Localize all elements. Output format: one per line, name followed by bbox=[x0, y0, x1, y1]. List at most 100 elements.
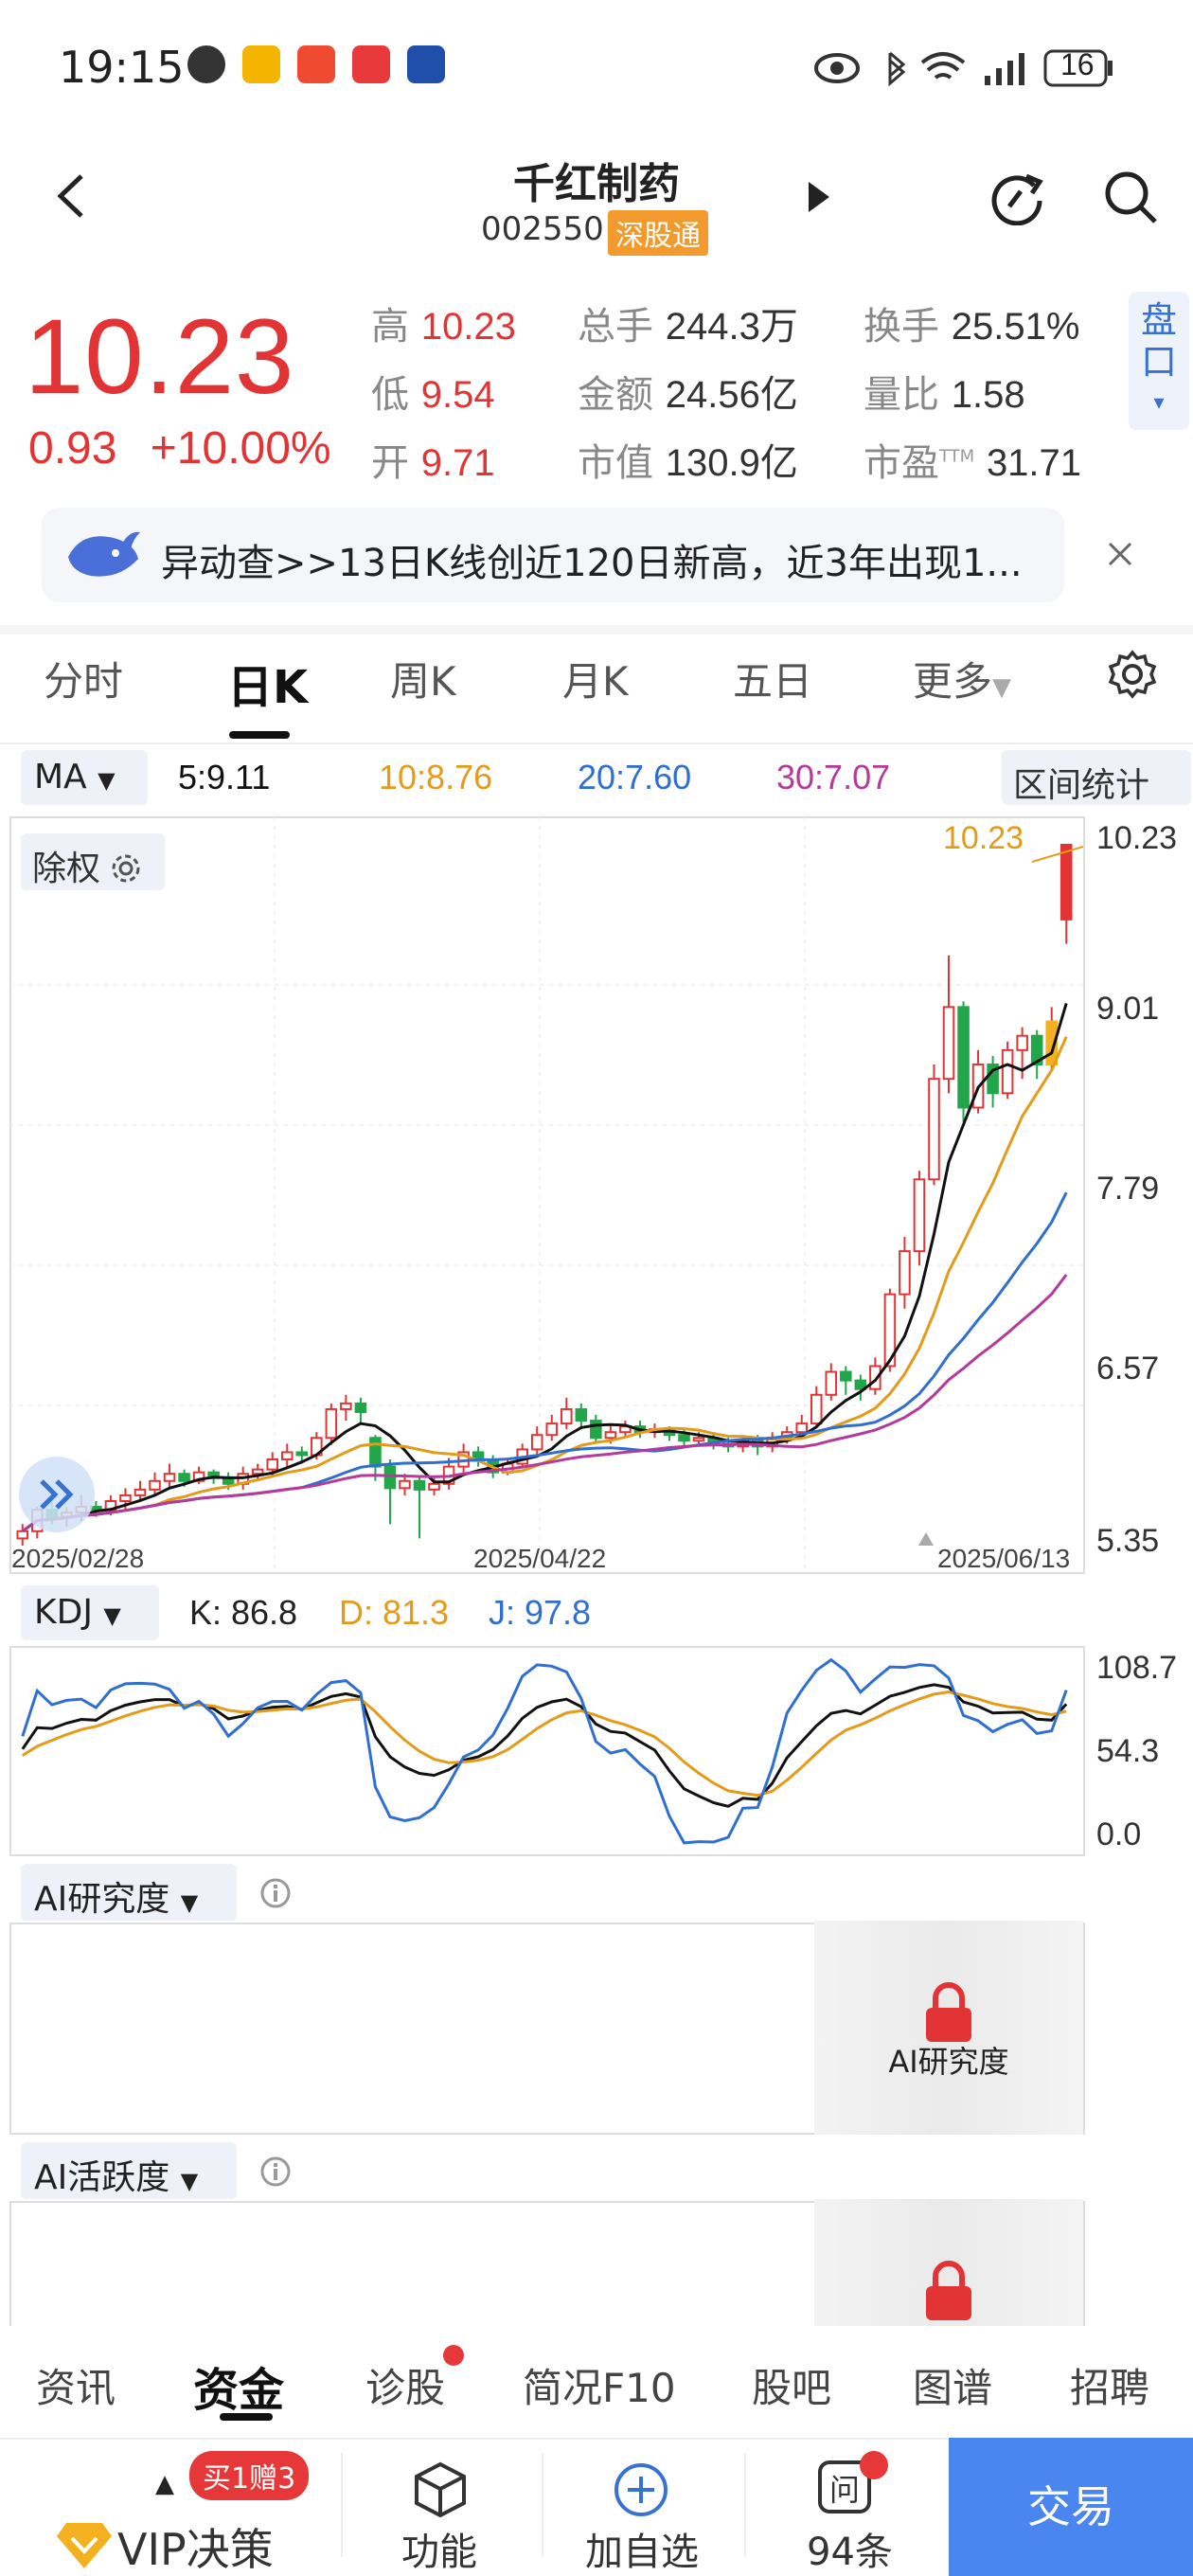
promo-badge: 买1赠3 bbox=[189, 2451, 310, 2500]
app-icon-blue bbox=[407, 45, 445, 83]
tab-monthly[interactable]: 月K bbox=[562, 658, 629, 705]
pankou-button[interactable]: 盘口 ▾ bbox=[1129, 292, 1189, 430]
candle bbox=[575, 1403, 588, 1430]
status-time: 19:15 bbox=[59, 42, 185, 93]
stat-open: 开 9.71 bbox=[371, 441, 495, 485]
whale-icon bbox=[68, 531, 140, 577]
j-value: J: 97.8 bbox=[489, 1593, 592, 1632]
alert-banner[interactable]: 异动查>>13日K线创近120日新高，近3年出现1... bbox=[42, 508, 1064, 602]
app-icon-red bbox=[297, 45, 335, 83]
kdj-chart[interactable] bbox=[9, 1646, 1085, 1856]
questions-count[interactable]: 94条 bbox=[807, 2531, 893, 2574]
close-icon[interactable] bbox=[1106, 540, 1134, 568]
candle bbox=[149, 1472, 161, 1495]
tab-jobs[interactable]: 招聘 bbox=[1070, 2365, 1150, 2411]
tab-weekly[interactable]: 周K bbox=[390, 658, 456, 705]
x-tick-end: 2025/06/13 bbox=[937, 1544, 1071, 1573]
candle bbox=[266, 1452, 279, 1476]
tab-intraday[interactable]: 分时 bbox=[44, 658, 124, 705]
stat-high: 高 10.23 bbox=[371, 305, 516, 349]
candle bbox=[590, 1415, 602, 1444]
ai-activity-panel bbox=[9, 2201, 1085, 2334]
candle bbox=[840, 1366, 852, 1395]
question-icon: 问 bbox=[818, 2460, 871, 2513]
candle bbox=[899, 1236, 911, 1309]
candle bbox=[825, 1363, 838, 1401]
candle bbox=[516, 1443, 528, 1467]
kdj-chart-frame bbox=[9, 1646, 1085, 1856]
stock-connect-badge: 深股通 bbox=[608, 210, 708, 256]
tab-funds[interactable]: 资金 bbox=[193, 2364, 285, 2417]
candle bbox=[913, 1171, 926, 1266]
max-price-leader bbox=[1031, 846, 1084, 863]
stat-turnover: 换手 25.51% bbox=[864, 305, 1080, 349]
ma-indicator-select[interactable]: MA ▼ bbox=[21, 750, 148, 805]
candle bbox=[561, 1397, 573, 1430]
ex-rights-button[interactable]: 除权 bbox=[21, 833, 165, 890]
range-stat-button[interactable]: 区间统计 bbox=[1002, 750, 1191, 805]
alert-text: 异动查>>13日K线创近120日新高，近3年出现1... bbox=[161, 542, 1023, 585]
stat-amount: 金额 24.56亿 bbox=[578, 373, 798, 417]
ai-activity-select[interactable]: AI活跃度 ▼ bbox=[21, 2142, 237, 2199]
add-watchlist-button[interactable]: 加自选 bbox=[585, 2531, 699, 2574]
battery-level: 16 bbox=[1060, 47, 1095, 81]
candle bbox=[325, 1403, 338, 1445]
trade-button[interactable]: 交易 bbox=[949, 2438, 1193, 2576]
tab-f10[interactable]: 简况F10 bbox=[523, 2365, 676, 2411]
tab-forum[interactable]: 股吧 bbox=[752, 2365, 832, 2411]
tab-five-day[interactable]: 五日 bbox=[733, 658, 813, 705]
bottom-info-tabs: 资讯 资金 诊股 简况F10 股吧 图谱 招聘 bbox=[0, 2326, 1193, 2430]
info-icon[interactable] bbox=[259, 2156, 292, 2188]
refresh-icon[interactable] bbox=[988, 169, 1045, 225]
vip-decision-button[interactable]: VIP决策 bbox=[117, 2524, 274, 2575]
kdj-line-j bbox=[21, 1657, 1068, 1845]
candle bbox=[340, 1394, 352, 1422]
candle bbox=[16, 1524, 29, 1546]
y-tick-3: 7.79 bbox=[1096, 1171, 1160, 1207]
kdj-line-d bbox=[21, 1690, 1067, 1798]
svg-text:问: 问 bbox=[829, 2472, 860, 2508]
function-button[interactable]: 功能 bbox=[401, 2531, 477, 2574]
kline-chart[interactable] bbox=[9, 816, 1085, 1574]
weibo-icon bbox=[242, 45, 280, 83]
diamond-icon bbox=[57, 2523, 112, 2568]
change-value: 0.93 bbox=[28, 423, 117, 474]
candle bbox=[354, 1397, 367, 1424]
candle bbox=[251, 1463, 264, 1481]
kdj-indicator-select[interactable]: KDJ ▼ bbox=[21, 1585, 159, 1640]
marker-triangle bbox=[918, 1532, 934, 1546]
status-icons bbox=[814, 49, 1113, 87]
info-icon[interactable] bbox=[259, 1877, 292, 1909]
function-cube-icon bbox=[415, 2461, 466, 2518]
search-icon[interactable] bbox=[1102, 169, 1159, 225]
tab-more[interactable]: 更多▼ bbox=[913, 658, 1012, 705]
candle bbox=[530, 1426, 543, 1456]
ai-research-select[interactable]: AI研究度 ▼ bbox=[21, 1864, 237, 1921]
tab-diagnosis[interactable]: 诊股 bbox=[365, 2365, 446, 2411]
stat-market-cap: 市值 130.9亿 bbox=[578, 441, 798, 485]
ma-line-ma30 bbox=[21, 1274, 1068, 1533]
stat-low: 低 9.54 bbox=[371, 373, 495, 417]
candle bbox=[928, 1064, 940, 1186]
tab-graph[interactable]: 图谱 bbox=[913, 2365, 993, 2411]
max-price-label: 10.23 bbox=[943, 820, 1024, 856]
gear-icon bbox=[112, 854, 140, 883]
back-icon[interactable] bbox=[53, 170, 91, 222]
page-title: 千红制药 bbox=[513, 160, 680, 208]
ma10-label: 10:8.76 bbox=[379, 758, 493, 796]
tab-news[interactable]: 资讯 bbox=[36, 2365, 116, 2411]
candle bbox=[869, 1357, 881, 1395]
next-stock-icon[interactable] bbox=[805, 178, 833, 216]
tab-daily[interactable]: 日K bbox=[227, 661, 309, 714]
notification-dot bbox=[443, 2345, 464, 2366]
ai-research-lock-label: AI研究度 bbox=[888, 2044, 1009, 2080]
ma30-label: 30:7.07 bbox=[776, 758, 891, 796]
candle bbox=[1030, 1029, 1043, 1080]
candle bbox=[957, 1001, 970, 1122]
change-percent: +10.00% bbox=[150, 423, 331, 474]
expand-chart-icon[interactable] bbox=[15, 1453, 98, 1536]
ma-line-ma5 bbox=[21, 1002, 1068, 1533]
candle bbox=[383, 1459, 397, 1525]
x-tick-mid: 2025/04/22 bbox=[473, 1544, 607, 1573]
settings-icon[interactable] bbox=[1108, 650, 1157, 699]
